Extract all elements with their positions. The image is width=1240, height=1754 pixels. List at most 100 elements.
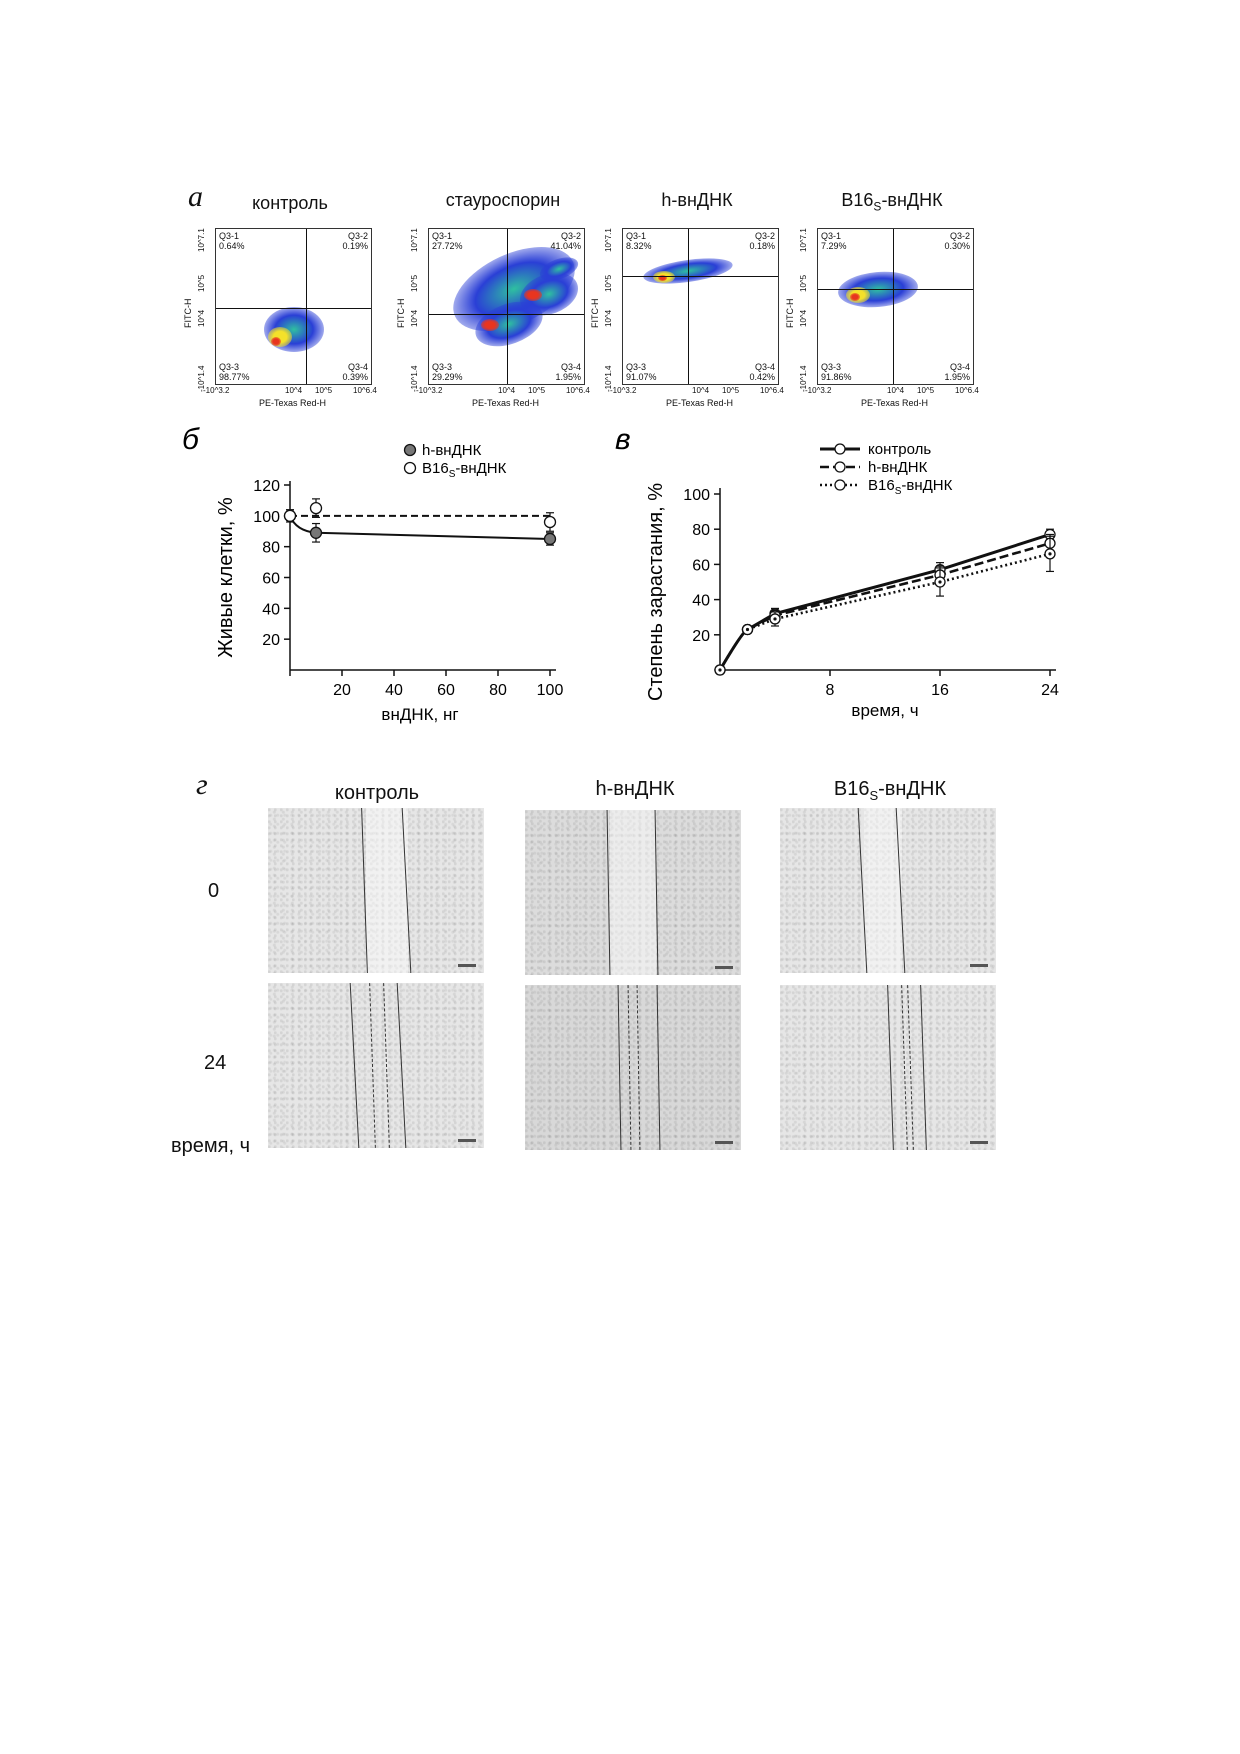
y-tick-label: 20 [262,632,280,649]
flow-plot-ytick: 10^5 [410,274,419,292]
flow-plot-xtick: 10^4 [285,386,303,395]
quadrant-label-q4: Q3-4 1.95% [555,362,581,382]
column-label-b16-sub: S [869,788,879,803]
flow-plot-xtick: -10^3.2 [805,386,832,395]
flow-plot-title: стауроспорин [445,190,561,210]
density-region [481,319,499,331]
flow-plot-xtick: 10^4 [498,386,516,395]
micrograph-b16-dna-24h [780,985,996,1150]
series-line [289,515,551,540]
legend-label-rest: -внДНК [901,477,952,494]
legend-label-sub: S [895,486,902,497]
flow-plot-ylabel: FITC-H [785,298,795,329]
legend-label-rest: -внДНК [455,460,506,477]
quadrant-gate-vertical [507,229,508,384]
quadrant-label-q3: Q3-3 98.77% [219,362,250,382]
x-axis-label: время, ч [851,701,918,720]
flow-plot-ytick: 10^5 [799,274,808,292]
x-tick-label: 40 [385,682,403,699]
data-point [543,515,557,529]
micrograph-control-24h [268,983,484,1148]
flow-plot-ylabel: FITC-H [590,298,600,329]
quadrant-label-q1: Q3-1 7.29% [821,231,847,251]
legend-label: контроль [868,441,931,458]
quadrant-label-q2: Q3-2 0.30% [944,231,970,251]
y-tick-label: 100 [683,487,710,504]
density-region [271,336,281,346]
row-label-24h: 24 [204,1052,227,1074]
y-tick-label: 80 [692,522,710,539]
quadrant-label-q3: Q3-3 91.86% [821,362,852,382]
flow-plot-xtick: 10^5 [315,386,333,395]
y-tick-label: 100 [253,509,280,526]
legend-marker [403,443,417,457]
flow-plot-ytick: 10^4 [799,309,808,327]
y-tick-label: 40 [262,601,280,618]
y-axis-label: Степень зарастания, % [645,483,667,701]
row-label-0h: 0 [208,880,220,902]
flow-plot-ylabel: FITC-H [183,298,193,329]
flow-plot-xtick: 10^5 [722,386,740,395]
density-region [850,293,860,301]
flow-plot-xtick: 10^4 [887,386,905,395]
quadrant-label-q4: Q3-4 0.39% [342,362,368,382]
scale-bar [458,964,476,967]
quadrant-label-q3: Q3-3 91.07% [626,362,657,382]
series-line [718,533,1051,671]
x-tick-label: 60 [437,682,455,699]
flow-plot: Q3-1 8.32% Q3-2 0.18% Q3-3 91.07% Q3-4 0.42… [622,228,779,385]
legend-label: h-внДНК [422,442,482,459]
column-label-b16-rest: -внДНК [878,778,947,800]
panel-letter-a: а [188,180,203,213]
scale-bar [715,1141,733,1144]
density-region [658,275,667,281]
column-label-b16-dna: B16S-внДНК [780,778,1000,803]
quadrant-gate-vertical [688,229,689,384]
x-tick-label: 24 [1041,682,1059,699]
flow-plot-ytick: 10^4 [197,309,206,327]
quadrant-label-q4: Q3-4 0.42% [749,362,775,382]
flow-plot-ytick: 10^7.1 [799,228,808,252]
flow-plot-title: контроль [252,193,328,213]
quadrant-label-q2: Q3-2 0.18% [749,231,775,251]
legend-label: h-внДНК [868,459,928,476]
y-tick-label: 120 [253,478,280,495]
data-point-center [1048,552,1052,556]
flow-plot-xlabel: PE-Texas Red-H [860,398,929,408]
flow-plot-ytick: 10^7.1 [604,228,613,252]
y-tick-label: 80 [262,540,280,557]
chart-viability: 20 40 60 80 100 20 40 60 80 100 120 внДНК, нг Живые … [182,425,564,724]
quadrant-label-q1: Q3-1 27.72% [432,231,463,251]
legend-marker [834,443,846,455]
legend-label: B16S-внДНК [868,477,953,497]
legend-label: B16S-внДНК [422,460,507,480]
flow-plot-title-sub: S [873,199,882,214]
flow-plot: Q3-1 27.72% Q3-2 41.04% Q3-3 29.29% Q3-4 1.… [428,228,585,385]
quadrant-gate-horizontal [818,289,973,290]
flow-plot-ytick: 10^4 [604,309,613,327]
flow-plot-xtick: 10^6.4 [760,386,784,395]
flow-plot-xlabel: PE-Texas Red-H [665,398,734,408]
x-tick-label: 100 [537,682,564,699]
flow-plot: Q3-1 0.64% Q3-2 0.19% Q3-3 98.77% Q3-4 0.39… [215,228,372,385]
column-label-h-dna: h-внДНК [595,778,675,800]
quadrant-label-q4: Q3-4 1.95% [944,362,970,382]
flow-plot-xtick: -10^3.2 [203,386,230,395]
legend-label-sub: S [449,469,456,480]
series-line [718,552,1051,671]
micrograph-control-0h [268,808,484,973]
flow-plot: Q3-1 7.29% Q3-2 0.30% Q3-3 91.86% Q3-4 1.95… [817,228,974,385]
flow-plot-ytick: 10^7.1 [197,228,206,252]
data-point-center [938,580,942,584]
flow-plot-xtick: -10^3.2 [610,386,637,395]
micrograph-b16-dna-0h [780,808,996,973]
flow-plot-title: B16S-внДНК [797,190,987,214]
flow-plot-xlabel: PE-Texas Red-H [471,398,540,408]
flow-plot-xtick: 10^6.4 [566,386,590,395]
legend-marker [403,461,417,475]
quadrant-gate-horizontal [429,314,584,315]
flow-plot-ytick: 10^5 [604,274,613,292]
flow-plot-title-rest: -внДНК [881,190,943,210]
quadrant-label-q1: Q3-1 8.32% [626,231,652,251]
quadrant-label-q2: Q3-2 41.04% [550,231,581,251]
